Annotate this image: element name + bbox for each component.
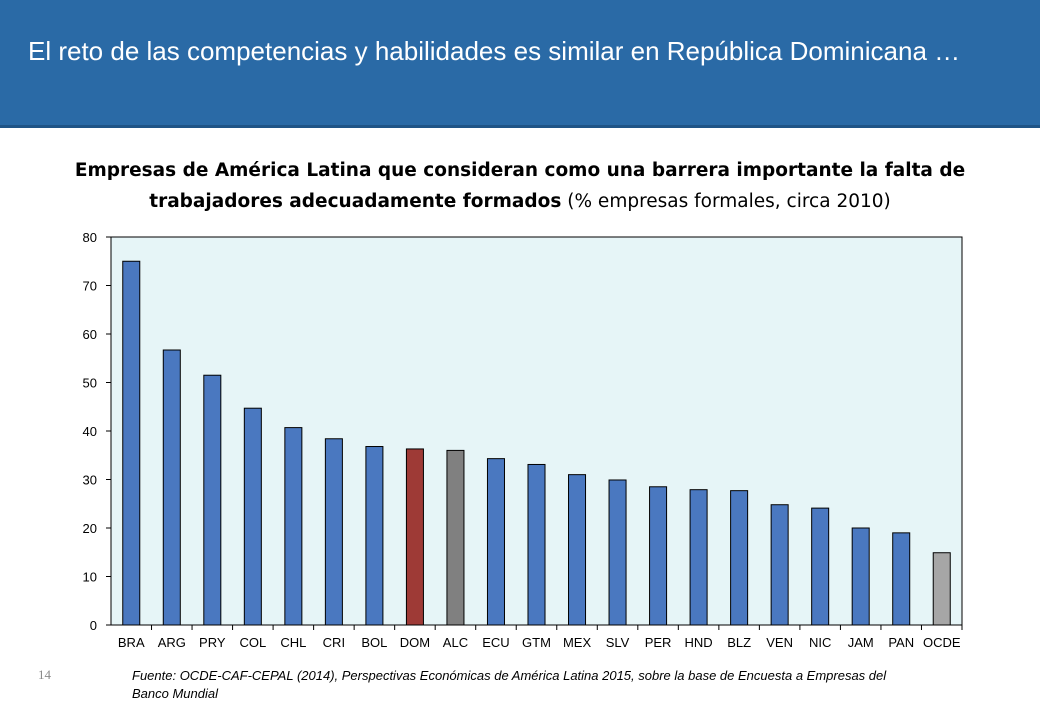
y-tick-label: 50 bbox=[83, 376, 97, 391]
y-tick-label: 30 bbox=[83, 473, 97, 488]
bar-pry bbox=[203, 374, 222, 626]
bar-dom bbox=[405, 448, 424, 626]
x-tick-label: BRA bbox=[118, 635, 145, 650]
chart-title: Empresas de América Latina que considera… bbox=[40, 155, 1000, 217]
bar-col bbox=[243, 407, 262, 626]
y-tick-label: 60 bbox=[83, 327, 97, 342]
x-tick-label: ALC bbox=[443, 635, 468, 650]
y-tick-label: 20 bbox=[83, 521, 97, 536]
x-tick-label: PER bbox=[645, 635, 672, 650]
x-tick-label: COL bbox=[239, 635, 266, 650]
bar-slv bbox=[608, 479, 627, 626]
y-tick-label: 70 bbox=[83, 279, 97, 294]
bar-chl bbox=[284, 427, 303, 626]
bar-jam bbox=[851, 527, 870, 626]
bar-pan bbox=[892, 532, 911, 626]
bar-ecu bbox=[486, 458, 505, 626]
bar-arg bbox=[162, 349, 181, 626]
bar-per bbox=[649, 486, 668, 626]
x-tick-label: ARG bbox=[158, 635, 186, 650]
x-tick-label: HND bbox=[685, 635, 713, 650]
source-note: Fuente: OCDE-CAF-CEPAL (2014), Perspecti… bbox=[132, 668, 887, 701]
bar-blz bbox=[730, 490, 749, 626]
x-tick-label: MEX bbox=[563, 635, 592, 650]
chart-title-normal: (% empresas formales, circa 2010) bbox=[561, 191, 891, 212]
x-tick-label: CRI bbox=[323, 635, 345, 650]
x-tick-label: ECU bbox=[482, 635, 509, 650]
x-tick-label: VEN bbox=[766, 635, 793, 650]
x-tick-label: CHL bbox=[280, 635, 306, 650]
x-tick-label: DOM bbox=[400, 635, 430, 650]
bar-gtm bbox=[527, 463, 546, 626]
y-tick-label: 0 bbox=[90, 618, 97, 633]
x-tick-label: BLZ bbox=[727, 635, 751, 650]
bar-alc bbox=[446, 449, 465, 626]
x-tick-label: OCDE bbox=[923, 635, 961, 650]
bar-ocde bbox=[932, 552, 951, 626]
chart-title-bold: Empresas de América Latina que considera… bbox=[74, 160, 966, 212]
slide-title: El reto de las competencias y habilidade… bbox=[28, 36, 961, 66]
x-tick-label: BOL bbox=[361, 635, 387, 650]
bar-cri bbox=[324, 438, 343, 626]
bar-nic bbox=[811, 507, 830, 626]
page-number: 14 bbox=[38, 667, 51, 682]
slide-header: El reto de las competencias y habilidade… bbox=[0, 0, 1040, 128]
bar-bra bbox=[122, 260, 141, 626]
y-tick-label: 10 bbox=[83, 570, 97, 585]
x-tick-label: NIC bbox=[809, 635, 831, 650]
bar-hnd bbox=[689, 489, 708, 626]
x-tick-label: PAN bbox=[888, 635, 914, 650]
y-tick-label: 80 bbox=[83, 230, 97, 245]
bar-ven bbox=[770, 504, 789, 626]
bar-mex bbox=[568, 474, 587, 626]
x-tick-label: SLV bbox=[606, 635, 630, 650]
x-tick-label: GTM bbox=[522, 635, 551, 650]
y-tick-label: 40 bbox=[83, 424, 97, 439]
x-tick-label: PRY bbox=[199, 635, 226, 650]
x-tick-label: JAM bbox=[848, 635, 874, 650]
bar-bol bbox=[365, 446, 384, 626]
